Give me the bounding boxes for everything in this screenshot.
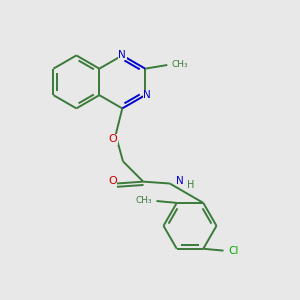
Text: O: O — [109, 134, 118, 144]
Text: N: N — [143, 90, 151, 100]
Text: O: O — [108, 176, 117, 186]
Text: CH₃: CH₃ — [171, 60, 188, 69]
Text: N: N — [118, 50, 126, 60]
Text: CH₃: CH₃ — [136, 196, 152, 205]
Text: N: N — [176, 176, 184, 185]
Text: Cl: Cl — [228, 246, 238, 256]
Text: H: H — [188, 180, 195, 190]
